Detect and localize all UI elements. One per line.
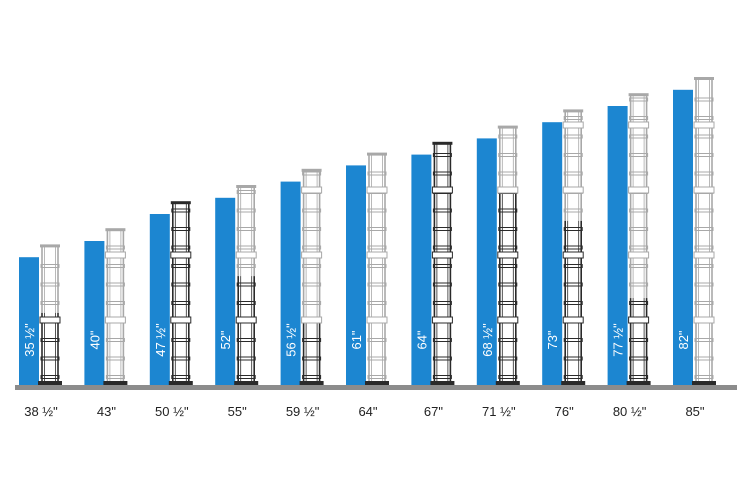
bar-labels-layer: 35 ½" 40" 47 ½" 52" 56 ½" 61" 64" 68 ½" 73" 77 ½"…: [22, 323, 691, 357]
category-label: 59 ½": [286, 404, 320, 419]
category-label: 80 ½": [613, 404, 647, 419]
ladder: [168, 201, 193, 385]
bar-value-label: 35 ½": [22, 323, 37, 357]
category-label: 43": [97, 404, 116, 419]
bar-value-label: 61": [349, 330, 364, 349]
bar: [149, 214, 170, 385]
category-labels-layer: 38 ½" 43" 50 ½" 55" 59 ½" 64" 67" 71 ½" 76" 80 ½"…: [24, 404, 705, 419]
baseline-floor: [15, 385, 737, 390]
bar-value-label: 82": [676, 330, 691, 349]
bar: [542, 122, 563, 385]
category-label: 71 ½": [482, 404, 516, 419]
ladder: [495, 125, 520, 385]
ladder: [561, 109, 586, 385]
bar: [280, 181, 301, 385]
category-label: 67": [424, 404, 443, 419]
ladder: [38, 244, 62, 385]
bar-value-label: 40": [87, 330, 102, 349]
ladders-layer: [38, 77, 716, 385]
bar: [476, 138, 497, 385]
category-label: 50 ½": [155, 404, 189, 419]
ladder: [103, 228, 128, 385]
category-label: 85": [685, 404, 704, 419]
bar-value-label: 77 ½": [611, 323, 626, 357]
ladder: [299, 168, 324, 385]
bar: [215, 197, 236, 385]
bar: [346, 165, 366, 385]
ladder: [626, 93, 651, 385]
ladder: [692, 77, 716, 385]
bar: [607, 106, 628, 385]
bar: [19, 257, 39, 385]
ladder: [430, 141, 455, 385]
category-label: 64": [358, 404, 377, 419]
category-label: 38 ½": [24, 404, 58, 419]
ladder: [234, 185, 259, 385]
bar-value-label: 56 ½": [284, 323, 299, 357]
bar-value-label: 52": [218, 330, 233, 349]
ladder: [365, 152, 389, 385]
bar: [84, 241, 105, 385]
bar-value-label: 64": [414, 330, 429, 349]
bars-layer: [19, 89, 693, 386]
bar: [673, 89, 693, 386]
bar-value-label: 68 ½": [480, 323, 495, 357]
category-label: 76": [555, 404, 574, 419]
bar: [411, 154, 432, 385]
bar-value-label: 73": [545, 330, 560, 349]
bar-value-label: 47 ½": [153, 323, 168, 357]
category-label: 55": [228, 404, 247, 419]
